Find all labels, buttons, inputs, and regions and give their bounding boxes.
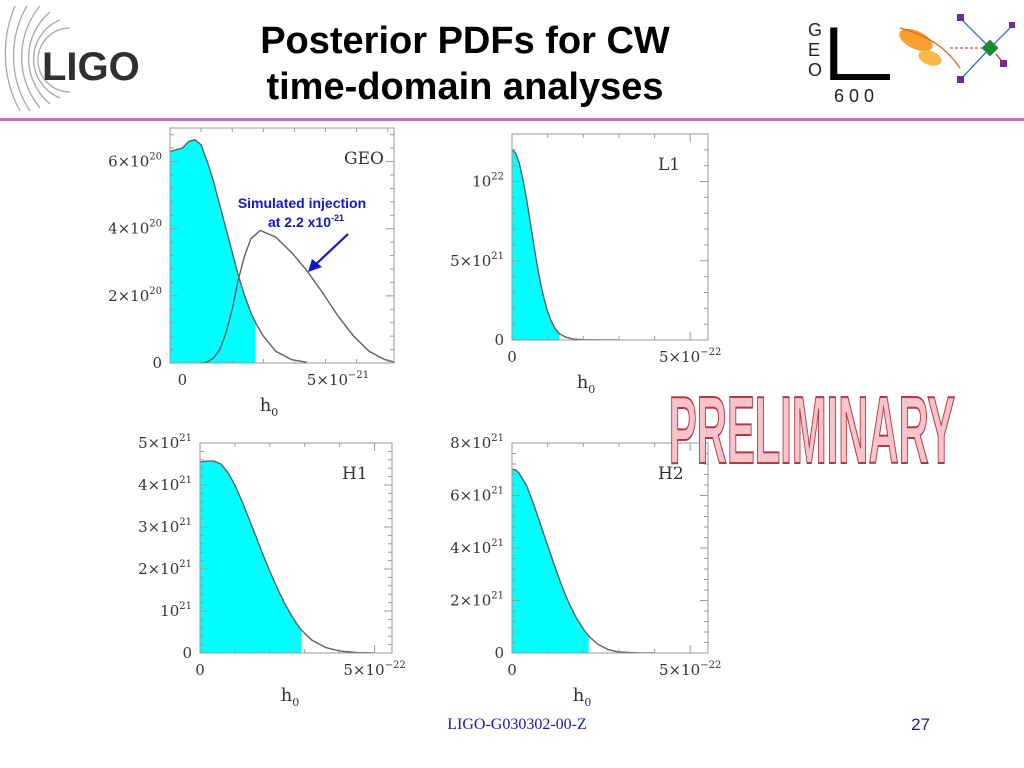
preliminary-watermark: PRELIMINARY <box>669 376 955 484</box>
xtick-label-h2: 5×10−22 <box>659 660 721 679</box>
ytick-label-geo: 0 <box>152 354 162 372</box>
plot-frame-l1 <box>511 133 709 341</box>
credible-region-l1 <box>512 149 560 340</box>
ligo-logo: LIGO <box>4 6 140 112</box>
geo-letter-g: G <box>808 20 822 40</box>
panel-geo: 0 2×1020 4×1020 6×1020 0 5×10−21 GEO h0 <box>108 127 395 419</box>
plot-frame-h1 <box>199 442 393 654</box>
ytick-label-h2: 6×1021 <box>450 486 504 505</box>
detector-label-h1: H1 <box>342 464 368 484</box>
ytick-label-h1: 0 <box>182 644 192 662</box>
detector-label-l1: L1 <box>658 155 680 175</box>
xtick-label-l1: 5×10−22 <box>659 347 721 366</box>
panel-h2: 0 2×1021 4×1021 6×1021 8×1021 0 5×10−22 H2 h0 <box>450 433 721 709</box>
xtick-label-h2: 0 <box>507 661 517 679</box>
credible-region-h1 <box>200 461 302 653</box>
geo-number: 6 0 0 <box>834 86 874 106</box>
title-divider <box>0 118 1024 121</box>
xtick-label-l1: 0 <box>507 348 517 366</box>
ytick-label-h2: 8×1021 <box>450 433 504 452</box>
annotation-line-1: Simulated injection <box>238 195 366 211</box>
posterior-curve-geo <box>170 139 308 363</box>
ytick-label-l1: 0 <box>494 331 504 349</box>
interferometer-icon <box>899 14 1015 83</box>
title-line-1: Posterior PDFs for CW <box>260 20 670 62</box>
posterior-curve-h2 <box>512 468 655 653</box>
plot-frame-geo <box>169 127 395 364</box>
annotation-arrow-shaft <box>313 233 349 267</box>
geo-l-underline <box>832 74 890 80</box>
xaxis-label-geo: h0 <box>260 395 279 419</box>
annotation-exp: -21 <box>331 213 344 223</box>
ytick-label-geo: 4×1020 <box>108 219 162 238</box>
geo600-logo: G E O L 6 0 0 <box>808 12 1015 106</box>
annotation-arrow-head <box>308 259 322 272</box>
ligo-logo-arcs <box>4 6 71 112</box>
credible-region-h2 <box>512 469 589 653</box>
xtick-label-geo: 0 <box>178 371 188 389</box>
page-title: Posterior PDFs for CW time-domain analys… <box>160 18 770 110</box>
injection-annotation: Simulated injection at 2.2 x10-21 <box>238 195 366 272</box>
injection-curve-geo <box>200 229 394 363</box>
ytick-label-geo: 6×1020 <box>108 152 162 171</box>
posterior-plots: 0 2×1020 4×1020 6×1020 0 5×10−21 GEO h0 0 5×1021 1… <box>108 127 956 709</box>
page-number: 27 <box>911 715 930 734</box>
ytick-label-h1: 5×1021 <box>138 433 192 452</box>
detector-label-h2: H2 <box>658 464 684 484</box>
ytick-label-h2: 2×1021 <box>450 591 504 610</box>
geo-letter-o: O <box>808 60 822 80</box>
xaxis-label-h1: h0 <box>281 685 300 709</box>
posterior-curve-h1 <box>200 460 375 653</box>
xaxis-label-h2: h0 <box>573 685 592 709</box>
ytick-label-l1: 1022 <box>472 172 504 191</box>
credible-region-geo <box>170 139 256 363</box>
panel-h1: 0 1021 2×1021 3×1021 4×1021 5×1021 0 5×10−22 H1 h… <box>138 433 406 709</box>
ytick-label-h2: 4×1021 <box>450 538 504 557</box>
xaxis-label-l1: h0 <box>577 372 596 396</box>
title-line-2: time-domain analyses <box>266 66 664 108</box>
posterior-curve-l1 <box>512 149 619 340</box>
ytick-label-h2: 0 <box>494 644 504 662</box>
ytick-label-h1: 4×1021 <box>138 475 192 494</box>
geo-letter-e: E <box>808 40 820 60</box>
annotation-base: at 2.2 x10 <box>268 214 331 230</box>
ytick-label-h1: 3×1021 <box>138 517 192 536</box>
ytick-label-geo: 2×1020 <box>108 286 162 305</box>
geo-big-l: L <box>824 12 866 97</box>
xtick-label-geo: 5×10−21 <box>307 370 369 389</box>
panel-l1: 0 5×1021 1022 0 5×10−22 L1 h0 <box>450 133 721 396</box>
detector-label-geo: GEO <box>344 149 384 169</box>
xtick-label-h1: 0 <box>195 661 205 679</box>
xtick-label-h1: 5×10−22 <box>343 660 405 679</box>
ytick-label-h1: 2×1021 <box>138 559 192 578</box>
ytick-label-l1: 5×1021 <box>450 251 504 270</box>
annotation-line-2: at 2.2 x10-21 <box>268 213 344 230</box>
document-id: LIGO-G030302-00-Z <box>447 716 587 733</box>
ytick-label-h1: 1021 <box>160 601 192 620</box>
ligo-logo-text: LIGO <box>42 45 140 89</box>
